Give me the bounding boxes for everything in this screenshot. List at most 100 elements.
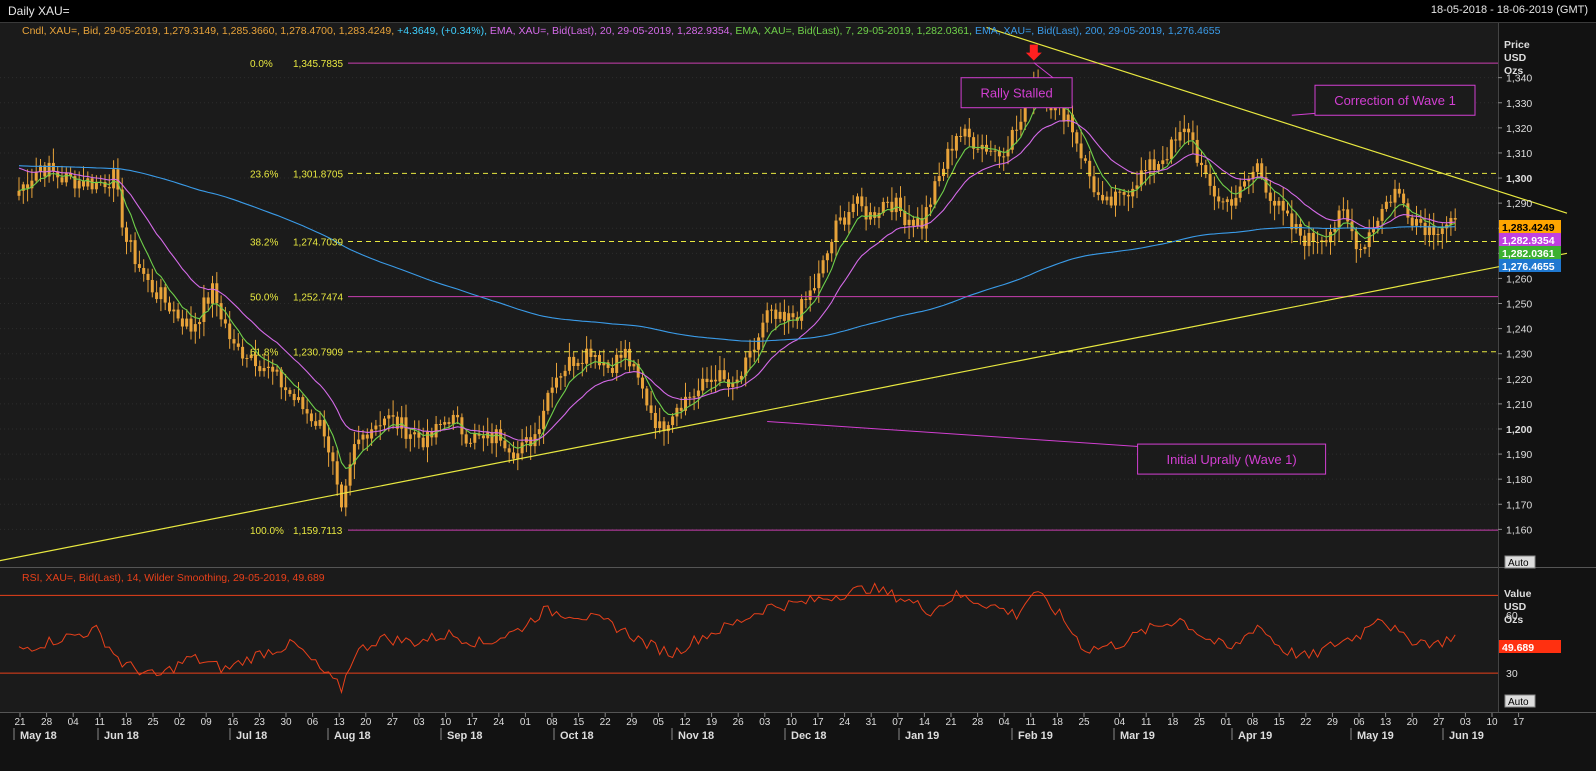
candle-body	[155, 292, 159, 300]
candle	[1243, 171, 1246, 191]
window-title: Daily XAU=	[8, 4, 70, 18]
candle	[133, 232, 137, 273]
candle	[1204, 159, 1208, 179]
fib-percent: 23.6%	[250, 169, 278, 180]
candle	[232, 329, 236, 351]
day-tick-label: 18	[121, 717, 133, 728]
chart-legend: Cndl, XAU=, Bid, 29-05-2019, 1,279.3149,…	[22, 25, 1221, 37]
candle-body	[1333, 227, 1337, 232]
candle-body	[232, 339, 236, 344]
candle	[447, 417, 451, 429]
candle	[1118, 188, 1122, 206]
candle-body	[804, 299, 808, 301]
candle	[266, 355, 270, 379]
candle-body	[430, 431, 434, 438]
candle-body	[90, 178, 94, 190]
candle-body	[1204, 165, 1208, 174]
candle-body	[963, 128, 967, 137]
candle-body	[30, 180, 34, 189]
candle-body	[469, 442, 472, 444]
candle	[1341, 197, 1345, 219]
candle-body	[211, 283, 214, 304]
candle	[47, 155, 51, 183]
candle-body	[976, 148, 980, 150]
candle-body	[51, 162, 55, 172]
candle-body	[1234, 197, 1238, 206]
candle-body	[1277, 200, 1281, 206]
candle	[946, 142, 950, 178]
candle	[821, 255, 825, 278]
candle	[163, 283, 167, 311]
candle-body	[701, 378, 705, 391]
candle-body	[731, 383, 735, 387]
candle	[370, 422, 374, 446]
candle-body	[344, 485, 348, 508]
candle	[189, 306, 193, 340]
rsi-tick-label: 60	[1506, 610, 1518, 622]
candle-body	[529, 437, 533, 447]
candle	[254, 339, 257, 377]
candle-body	[77, 180, 81, 189]
price-auto-button[interactable]: Auto	[1504, 555, 1536, 569]
candle-body	[1096, 192, 1100, 195]
candle-body	[1402, 193, 1406, 204]
fib-percent: 38.2%	[250, 238, 278, 249]
candle	[1208, 163, 1212, 196]
candle-body	[937, 176, 941, 182]
day-tick-label: 11	[95, 717, 106, 728]
candle	[563, 364, 567, 388]
candle	[1337, 205, 1341, 242]
candle-body	[1341, 209, 1345, 211]
candle-body	[1208, 173, 1212, 186]
candle-body	[632, 363, 636, 367]
candle-body	[1298, 224, 1302, 236]
candle-body	[1191, 132, 1195, 140]
price-tick-label: 1,260	[1506, 273, 1532, 285]
candle-body	[146, 273, 150, 280]
candle-body	[202, 297, 206, 322]
candle	[782, 299, 786, 335]
candle	[150, 268, 154, 298]
candle-body	[451, 414, 455, 424]
value-badge-text: 1,282.9354	[1502, 235, 1555, 247]
candle-body	[185, 318, 189, 327]
candle-body	[279, 369, 283, 388]
candle-body	[228, 323, 232, 340]
day-tick-label: 08	[546, 717, 558, 728]
candle	[284, 373, 288, 401]
value-badge	[1499, 233, 1561, 246]
candle-body	[899, 197, 902, 211]
candle	[567, 342, 571, 375]
candle-body	[709, 379, 713, 382]
candle	[1329, 224, 1332, 255]
candle	[348, 452, 352, 496]
candle-body	[266, 366, 270, 369]
candle-body	[1165, 159, 1169, 161]
candle-body	[718, 370, 722, 382]
day-tick-label: 01	[1220, 717, 1232, 728]
candle	[1002, 147, 1006, 171]
candle	[942, 161, 945, 182]
candle	[1384, 195, 1388, 212]
candle-body	[378, 425, 382, 427]
candle	[649, 391, 653, 420]
candle	[954, 133, 958, 159]
candle	[675, 403, 679, 427]
candle-body	[1114, 191, 1117, 206]
candle	[408, 428, 412, 452]
candle-body	[825, 253, 829, 261]
candle	[507, 444, 511, 463]
month-label: Mar 19	[1120, 730, 1155, 742]
candle-body	[1105, 196, 1109, 201]
candle-body	[1359, 249, 1363, 251]
candle	[116, 158, 120, 197]
candle	[314, 412, 318, 430]
candle-body	[1139, 170, 1143, 186]
candle-body	[340, 484, 343, 508]
candle-body	[172, 309, 176, 312]
candle	[774, 303, 778, 331]
rsi-auto-button[interactable]: Auto	[1504, 694, 1536, 708]
candle-body	[580, 362, 584, 364]
